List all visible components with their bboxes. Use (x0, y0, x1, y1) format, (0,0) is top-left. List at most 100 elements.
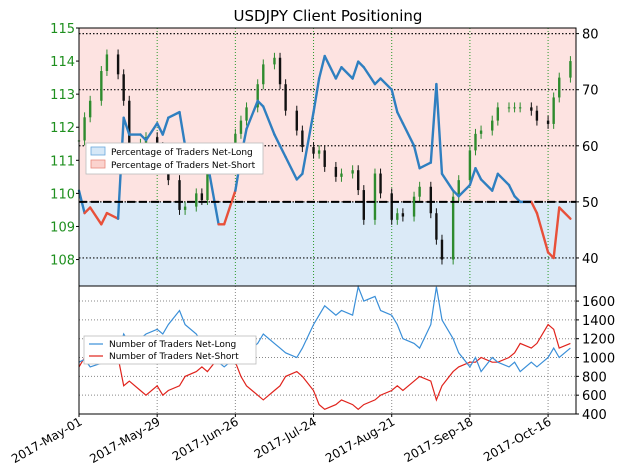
price-candle (88, 95, 92, 123)
price-tick-5: 113 (50, 88, 75, 103)
count-net-short-line (78, 323, 571, 411)
price-candle (295, 105, 298, 136)
percent-net-long-segment (418, 161, 433, 170)
legend-label-count-long: Number of Traders Net-Long (109, 340, 236, 350)
price-candle (435, 208, 438, 245)
percent-net-long-segment (373, 77, 382, 86)
price-candle (530, 102, 533, 116)
percent-net-long-segment (245, 99, 259, 131)
bottom-panel-frame (78, 285, 577, 415)
bottom-panel-series (78, 284, 571, 411)
price-candle (178, 175, 181, 215)
price-candle (116, 49, 120, 80)
percent-net-long-segment (155, 122, 164, 136)
percent-net-long-segment (122, 116, 131, 136)
count-net-long-line (78, 284, 571, 373)
percent-net-long-segment (317, 54, 326, 80)
percent-net-long-segment (390, 88, 399, 114)
percent-net-long-segment (362, 66, 377, 86)
percent-net-long-segment (161, 116, 170, 136)
net-long-zone (79, 201, 576, 286)
percent-net-long-segment (552, 206, 561, 260)
percent-net-long-segment (301, 110, 315, 176)
legend-swatch-net-long (90, 146, 106, 156)
price-candle (440, 234, 444, 265)
price-candle (468, 145, 472, 186)
percent-net-long-segment (379, 77, 393, 91)
percent-axis-ticks: 40 50 60 70 80 (576, 28, 599, 267)
percent-net-long-segment (278, 144, 287, 159)
percent-net-long-segment (440, 172, 455, 192)
percent-net-long-segment (457, 183, 472, 198)
date-tick-4: 2017-Aug-21 (323, 414, 397, 465)
percent-net-long-segment (558, 206, 572, 220)
price-candle (273, 52, 276, 70)
bottom-legend-box (83, 335, 257, 365)
price-candle (312, 142, 315, 159)
price-candle (558, 72, 561, 103)
price-tick-1: 109 (50, 220, 75, 235)
price-candle (418, 181, 421, 202)
price-candle (362, 185, 365, 225)
date-axis-ticks: 2017-May-01 2017-May-29 2017-Jun-26 2017-Ju… (9, 414, 554, 466)
price-candle (513, 102, 516, 113)
percent-net-long-segment (468, 167, 477, 187)
percent-net-long-segment (256, 99, 265, 108)
percent-net-long-segment (222, 189, 237, 226)
legend-label-count-short: Number of Traders Net-Short (109, 352, 239, 362)
price-candle (239, 115, 243, 139)
price-candle (546, 115, 550, 129)
price-candle (278, 52, 282, 90)
percent-net-long-segment (535, 211, 550, 254)
top-legend: Percentage of Traders Net-Long Percentag… (85, 142, 264, 175)
price-candle (83, 112, 86, 146)
price-candle (334, 161, 338, 182)
price-candle (351, 165, 354, 179)
count-tick-1: 600 (582, 389, 607, 404)
percent-net-long-segment (273, 133, 282, 147)
price-candle (479, 125, 483, 139)
date-tick-3: 2017-Jul-24 (252, 414, 319, 461)
price-tick-2: 110 (50, 187, 75, 202)
price-candle (323, 145, 326, 172)
price-candle (105, 49, 109, 76)
percent-net-long-segment (178, 110, 187, 147)
top-panel-series (77, 49, 576, 265)
price-candle (245, 102, 248, 126)
percent-net-long-segment (284, 155, 298, 181)
price-axis-ticks: 108 109 110 111 112 113 114 115 (50, 22, 79, 269)
percent-net-long-segment (312, 77, 321, 114)
price-candle (491, 115, 494, 136)
percent-tick-1: 50 (582, 196, 599, 211)
price-tick-7: 115 (50, 22, 75, 37)
price-candle (373, 168, 377, 225)
percent-net-long-segment (295, 172, 304, 181)
price-candle (429, 181, 433, 219)
bottom-legend: Number of Traders Net-Long Number of Tra… (83, 335, 257, 365)
percent-net-long-segment (351, 60, 360, 80)
percent-net-long-segment (83, 206, 92, 215)
price-tick-3: 111 (50, 154, 75, 169)
price-candle (451, 191, 455, 265)
percent-net-long-segment (429, 82, 438, 164)
count-tick-6: 1600 (582, 295, 615, 310)
price-candle (317, 145, 321, 159)
percent-net-long-segment (435, 82, 444, 176)
count-tick-5: 1400 (582, 314, 615, 329)
price-candle (390, 188, 393, 225)
legend-label-net-short: Percentage of Traders Net-Short (111, 161, 256, 171)
price-candle (507, 102, 511, 113)
price-candle (301, 125, 304, 153)
percent-net-long-segment (100, 211, 109, 226)
price-candle (357, 165, 360, 196)
price-tick-4: 112 (50, 121, 75, 136)
legend-swatch-net-short (90, 159, 106, 169)
percent-net-long-segment (144, 122, 159, 142)
price-candle (379, 168, 382, 199)
count-tick-2: 800 (582, 370, 607, 385)
price-candle (569, 56, 572, 83)
price-candle (474, 128, 477, 156)
date-tick-1: 2017-May-29 (87, 414, 162, 466)
price-candle (100, 66, 103, 106)
